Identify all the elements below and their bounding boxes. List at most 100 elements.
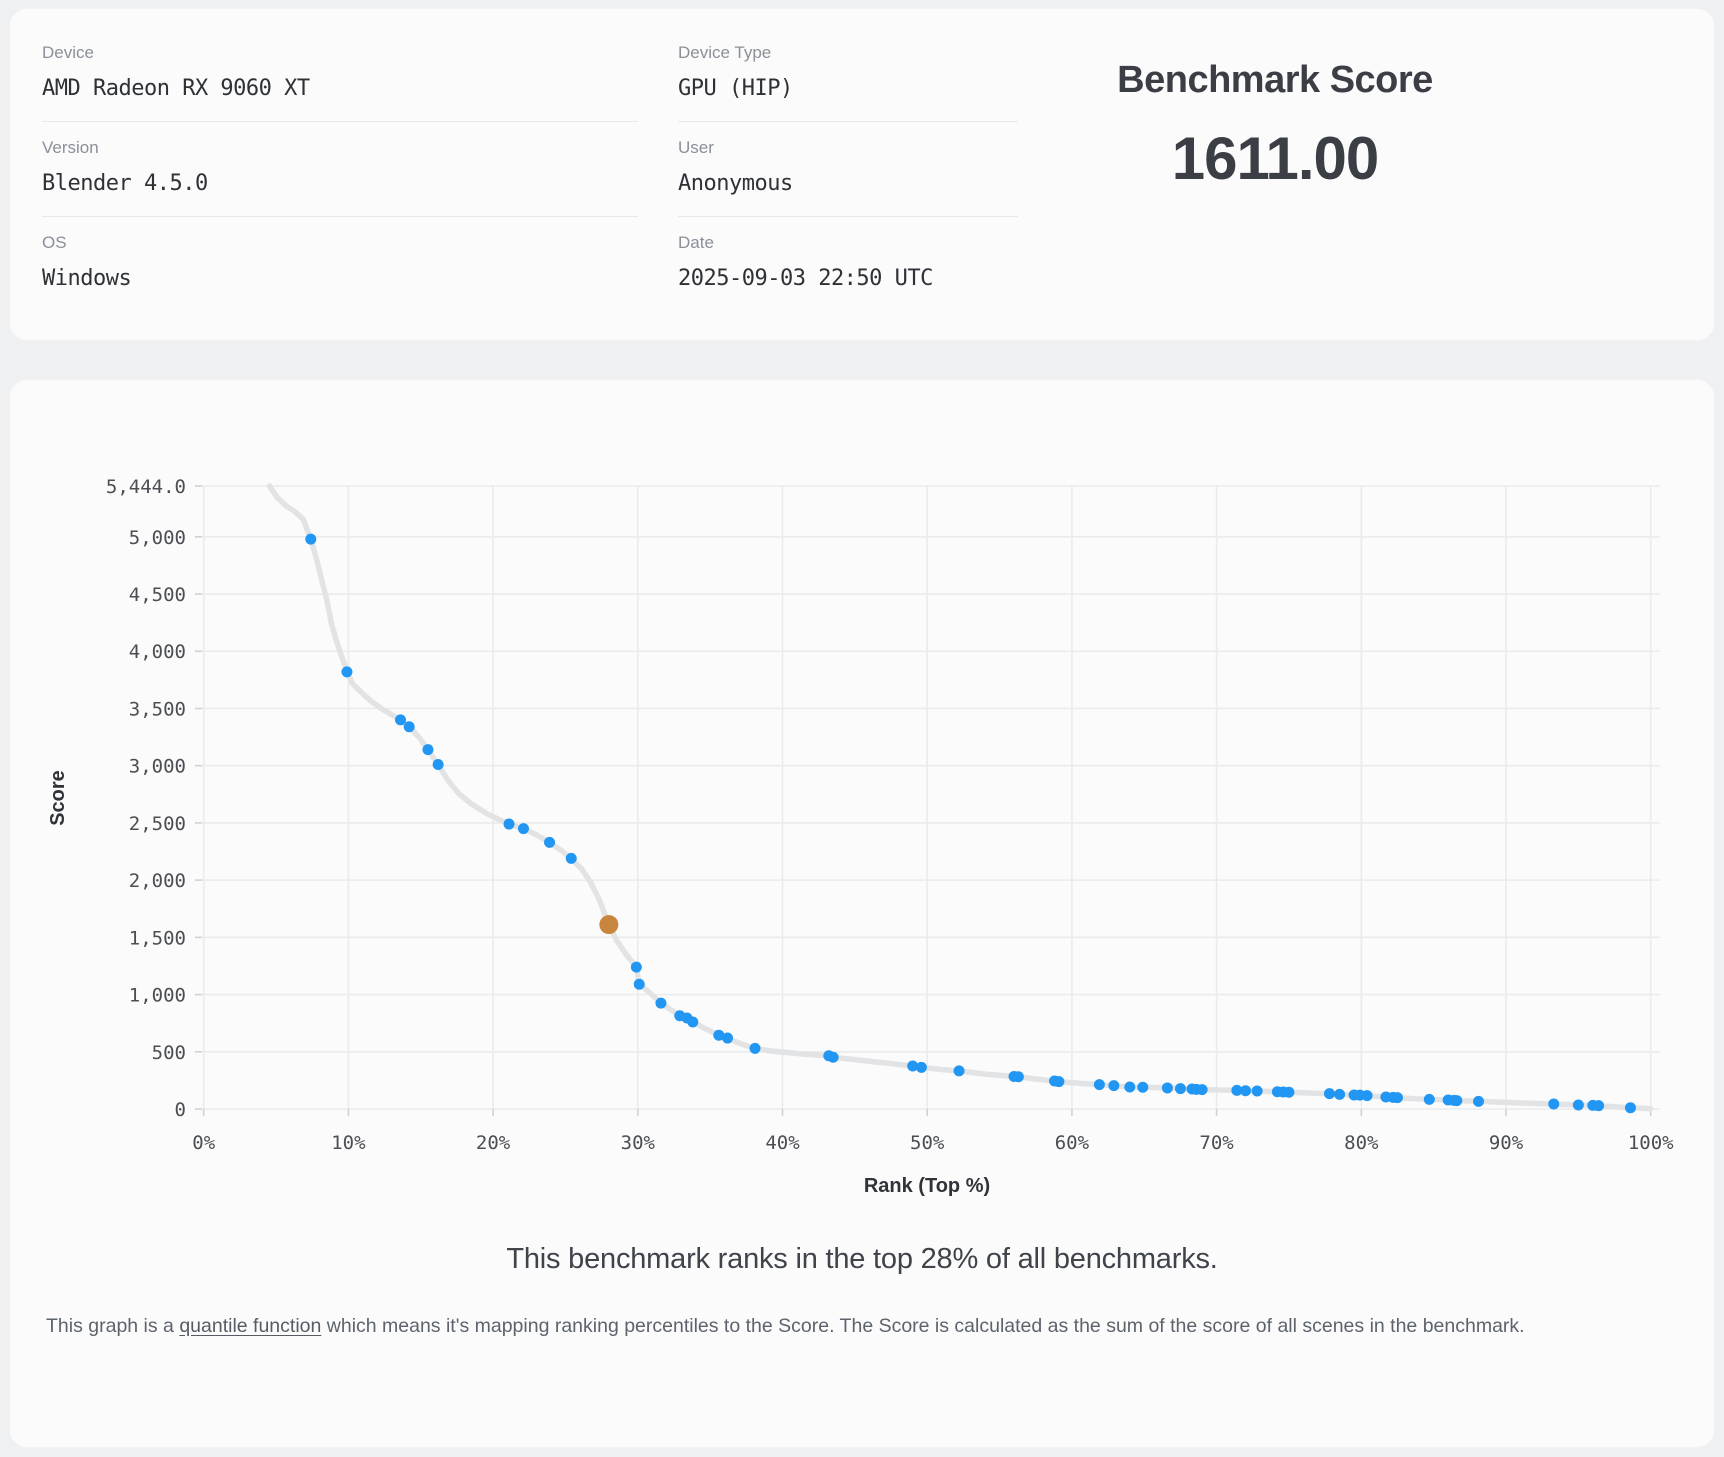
y-tick-label: 0 [175, 1099, 186, 1121]
x-tick-label: 100% [1628, 1132, 1674, 1154]
data-point[interactable] [1283, 1086, 1295, 1098]
data-point[interactable] [1053, 1076, 1065, 1088]
highlight-point[interactable] [599, 915, 619, 935]
chart-explanation: This graph is a quantile function which … [46, 1306, 1678, 1347]
x-tick-label: 50% [910, 1132, 945, 1154]
data-point[interactable] [1108, 1080, 1120, 1092]
y-tick-label: 3,000 [129, 756, 186, 778]
y-tick-label: 1,000 [129, 985, 186, 1007]
rank-summary: This benchmark ranks in the top 28% of a… [506, 1243, 1218, 1275]
data-point[interactable] [1334, 1088, 1346, 1100]
y-tick-label: 1,500 [129, 927, 186, 949]
benchmark-score-block: Benchmark Score 1611.00 [1018, 37, 1682, 340]
scatter-points [305, 533, 1636, 1114]
gridlines [202, 485, 1660, 1110]
benchmark-info-card: Device AMD Radeon RX 9060 XT Version Ble… [9, 8, 1715, 341]
data-point[interactable] [422, 744, 434, 756]
field-device: Device AMD Radeon RX 9060 XT [42, 37, 638, 122]
data-point[interactable] [341, 666, 353, 678]
data-point[interactable] [633, 978, 645, 990]
field-label: User [678, 138, 714, 157]
data-point[interactable] [1093, 1079, 1105, 1091]
y-tick-label: 4,000 [129, 641, 186, 663]
data-point[interactable] [1174, 1083, 1186, 1095]
quantile-chart: 0 500 1,000 1,500 2,000 2,500 3,000 3,500 4,000 4… [47, 476, 1674, 1197]
x-tick-label: 70% [1199, 1132, 1234, 1154]
field-label: Date [678, 233, 714, 252]
info-column-right: Device Type GPU (HIP) User Anonymous Dat… [678, 37, 1018, 340]
x-tick-label: 0% [192, 1132, 215, 1154]
data-point[interactable] [1012, 1071, 1024, 1083]
benchmark-score-title: Benchmark Score [1117, 59, 1433, 101]
field-value: Windows [42, 266, 132, 291]
field-value: GPU (HIP) [678, 76, 793, 101]
data-point[interactable] [1137, 1081, 1149, 1093]
y-tick-label: 2,500 [129, 813, 186, 835]
data-point[interactable] [713, 1029, 725, 1041]
benchmark-score-value: 1611.00 [1171, 125, 1380, 192]
data-point[interactable] [1240, 1085, 1252, 1097]
data-point[interactable] [1391, 1092, 1403, 1104]
y-tick-label: 5,444.0 [106, 476, 186, 498]
tick-marks [195, 485, 1652, 1116]
data-point[interactable] [915, 1061, 927, 1073]
y-tick-label: 4,500 [129, 584, 186, 606]
x-axis-title: Rank (Top %) [864, 1175, 990, 1197]
data-point[interactable] [1196, 1084, 1208, 1096]
data-point[interactable] [953, 1065, 965, 1077]
field-device-type: Device Type GPU (HIP) [678, 37, 1018, 122]
data-point[interactable] [1251, 1085, 1263, 1097]
quantile-line [266, 483, 1654, 1112]
x-tick-label: 60% [1055, 1132, 1090, 1154]
data-point[interactable] [1624, 1102, 1636, 1114]
data-point[interactable] [1451, 1095, 1463, 1107]
data-point[interactable] [305, 533, 317, 545]
data-point[interactable] [827, 1051, 839, 1063]
data-point[interactable] [394, 714, 406, 726]
field-value: Anonymous [678, 171, 793, 196]
data-point[interactable] [565, 852, 577, 864]
data-point[interactable] [544, 836, 556, 848]
data-point[interactable] [1361, 1090, 1373, 1102]
data-point[interactable] [432, 759, 444, 771]
info-column-left: Device AMD Radeon RX 9060 XT Version Ble… [42, 37, 638, 340]
x-tick-label: 20% [476, 1132, 511, 1154]
data-point[interactable] [503, 818, 515, 830]
data-point[interactable] [630, 961, 642, 973]
x-tick-label: 80% [1344, 1132, 1379, 1154]
data-point[interactable] [403, 721, 415, 733]
data-point[interactable] [1572, 1099, 1584, 1111]
x-tick-label: 90% [1489, 1132, 1524, 1154]
quantile-chart-card: 0 500 1,000 1,500 2,000 2,500 3,000 3,500 4,000 4… [9, 379, 1715, 1448]
data-point[interactable] [655, 997, 667, 1009]
data-point[interactable] [1323, 1088, 1335, 1100]
explanation-text: This graph is a [46, 1315, 180, 1337]
field-label: OS [42, 233, 67, 252]
data-point[interactable] [1161, 1082, 1173, 1094]
y-tick-label: 2,000 [129, 870, 186, 892]
data-point[interactable] [1231, 1084, 1243, 1096]
x-tick-label: 10% [331, 1132, 366, 1154]
data-point[interactable] [687, 1016, 699, 1028]
field-version: Version Blender 4.5.0 [42, 122, 638, 217]
page: Device AMD Radeon RX 9060 XT Version Ble… [9, 8, 1715, 1448]
y-tick-label: 5,000 [129, 527, 186, 549]
data-point[interactable] [1548, 1098, 1560, 1110]
field-value: AMD Radeon RX 9060 XT [42, 76, 310, 101]
data-point[interactable] [749, 1042, 761, 1054]
field-user: User Anonymous [678, 122, 1018, 217]
data-point[interactable] [1593, 1100, 1605, 1112]
field-label: Device Type [678, 43, 772, 62]
data-point[interactable] [1124, 1081, 1136, 1093]
y-tick-label: 500 [152, 1042, 186, 1064]
data-point[interactable] [907, 1060, 919, 1072]
field-date: Date 2025-09-03 22:50 UTC [678, 217, 1018, 311]
x-tick-label: 40% [765, 1132, 800, 1154]
y-tick-label: 3,500 [129, 698, 186, 720]
tick-labels: 0 500 1,000 1,500 2,000 2,500 3,000 3,500 4,000 4… [106, 476, 1674, 1154]
data-point[interactable] [1473, 1095, 1485, 1107]
quantile-function-link[interactable]: quantile function [179, 1315, 322, 1337]
data-point[interactable] [517, 823, 529, 835]
data-point[interactable] [722, 1032, 734, 1044]
data-point[interactable] [1423, 1093, 1435, 1105]
